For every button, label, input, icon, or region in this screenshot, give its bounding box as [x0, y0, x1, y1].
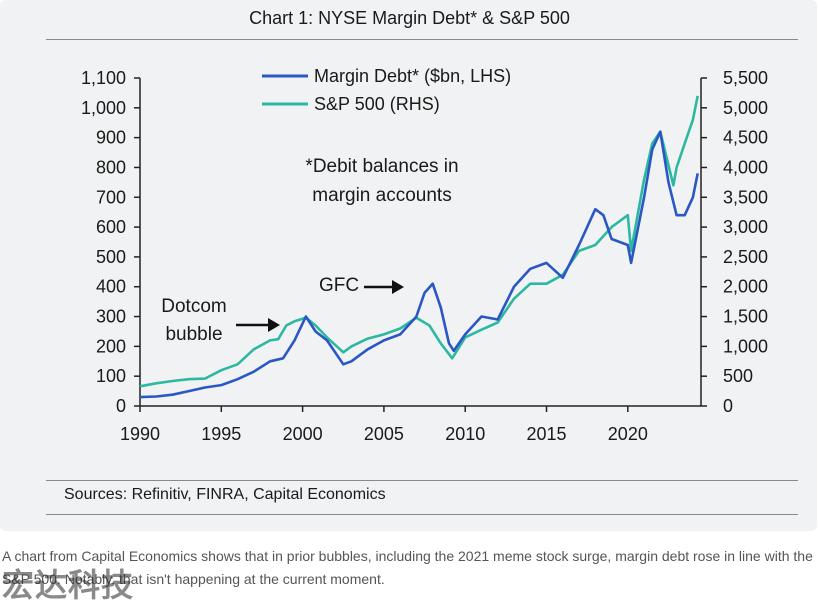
y-right-tick-label: 4,000 — [723, 157, 768, 177]
chart-legend: Margin Debt* ($bn, LHS) S&P 500 (RHS) — [262, 66, 511, 114]
y-left-tick-label: 1,100 — [81, 68, 126, 88]
series-line-sp500 — [139, 95, 699, 388]
x-tick-label: 2000 — [283, 424, 323, 444]
y-left-tick-label: 900 — [96, 128, 126, 148]
gfc-arrow-head — [392, 280, 404, 294]
sources-note: Sources: Refinitiv, FINRA, Capital Econo… — [64, 486, 386, 503]
y-right-tick-label: 4,500 — [723, 128, 768, 148]
y-left-tick-label: 100 — [96, 366, 126, 386]
y-left-tick-label: 800 — [96, 157, 126, 177]
series-line-margin-debt — [139, 130, 699, 399]
y-left-tick-label: 1,000 — [81, 98, 126, 118]
title-divider — [46, 39, 798, 40]
watermark-text: 宏达科技 — [2, 566, 135, 604]
dotcom-label-line2: bubble — [165, 324, 222, 345]
y-right-tick-label: 1,000 — [723, 336, 768, 356]
footnote-line2: margin accounts — [312, 185, 451, 206]
footnote-line1: *Debit balances in — [305, 156, 458, 177]
y-right-tick-label: 1,500 — [723, 307, 768, 327]
y-left-tick-label: 400 — [96, 277, 126, 297]
chart-axes: 0 100 200 300 400 500 600 700 800 900 1,000 1,100 0 5… — [81, 68, 768, 444]
y-right-tick-label: 0 — [723, 396, 733, 416]
article-caption: A chart from Capital Economics shows tha… — [2, 548, 813, 587]
chart-title: Chart 1: NYSE Margin Debt* & S&P 500 — [249, 8, 570, 28]
y-left-tick-label: 700 — [96, 187, 126, 207]
x-tick-label: 2015 — [526, 424, 566, 444]
y-right-tick-label: 5,500 — [723, 68, 768, 88]
y-left-tick-label: 0 — [116, 396, 126, 416]
x-tick-label: 2005 — [364, 424, 404, 444]
chart-card: Chart 1: NYSE Margin Debt* & S&P 500 Sou… — [0, 0, 817, 531]
y-right-tick-label: 500 — [723, 366, 753, 386]
y-left-tick-label: 200 — [96, 336, 126, 356]
chart-annotations: Dotcom bubble GFC *Debit balances in margin … — [161, 156, 458, 345]
gfc-label: GFC — [319, 275, 359, 296]
y-right-tick-label: 3,000 — [723, 217, 768, 237]
x-tick-label: 1990 — [120, 424, 160, 444]
sources-divider-bottom — [46, 514, 798, 515]
y-right-tick-label: 3,500 — [723, 187, 768, 207]
dotcom-arrow-head — [268, 318, 280, 332]
y-right-tick-label: 2,000 — [723, 277, 768, 297]
dotcom-label-line1: Dotcom — [161, 296, 226, 317]
chart-series — [139, 95, 699, 399]
x-tick-label: 2020 — [608, 424, 648, 444]
y-right-tick-label: 2,500 — [723, 247, 768, 267]
legend-entry: Margin Debt* ($bn, LHS) — [314, 66, 511, 86]
y-left-tick-label: 500 — [96, 247, 126, 267]
sources-divider-top — [46, 480, 798, 481]
chart-plot: 0 100 200 300 400 500 600 700 800 900 1,000 1,100 0 5… — [81, 66, 768, 444]
x-tick-label: 1995 — [201, 424, 241, 444]
legend-entry: S&P 500 (RHS) — [314, 94, 440, 114]
y-left-tick-label: 300 — [96, 307, 126, 327]
x-tick-label: 2010 — [445, 424, 485, 444]
y-right-tick-label: 5,000 — [723, 98, 768, 118]
y-left-tick-label: 600 — [96, 217, 126, 237]
